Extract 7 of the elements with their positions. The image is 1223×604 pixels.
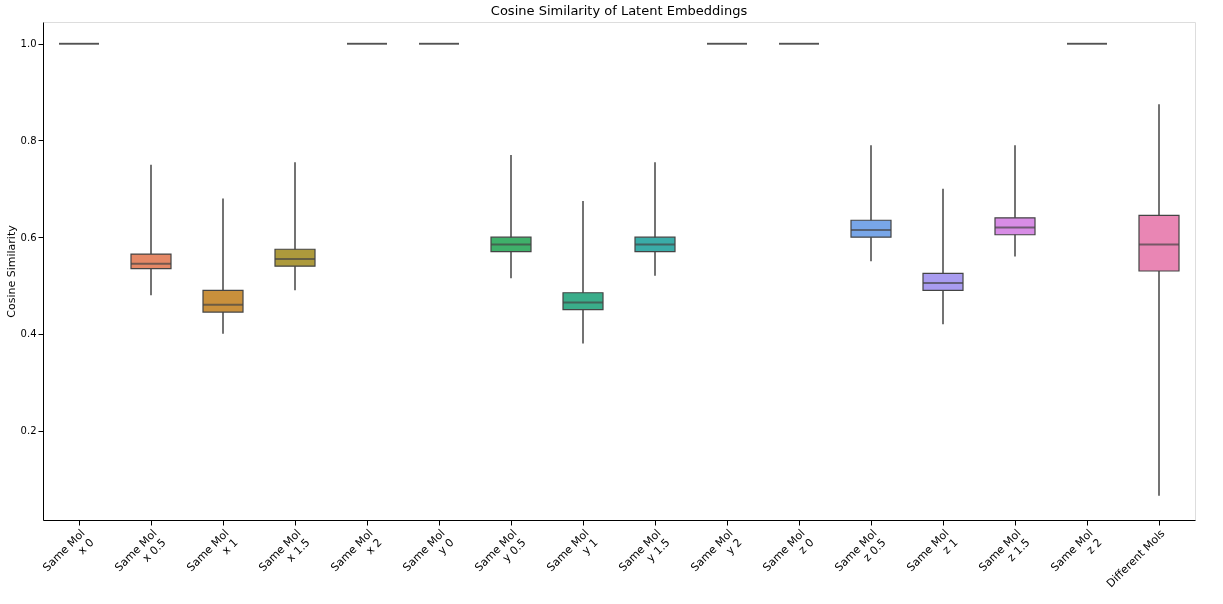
y-tick-label: 0.8 <box>20 134 37 146</box>
y-axis-title: Cosine Similarity <box>4 224 18 318</box>
y-tick-label: 0.6 <box>20 231 37 243</box>
y-tick-label: 0.2 <box>20 425 37 437</box>
y-tick-label: 1.0 <box>20 38 37 50</box>
chart-title: Cosine Similarity of Latent Embeddings <box>490 3 748 18</box>
y-tick-label: 0.4 <box>20 328 37 340</box>
